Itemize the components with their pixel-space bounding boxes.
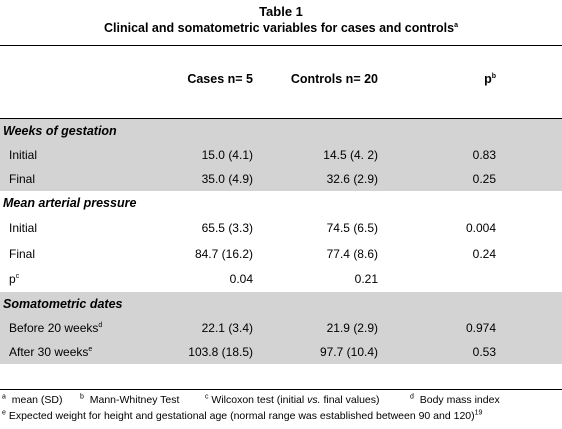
section-label: Mean arterial pressure bbox=[3, 196, 137, 210]
footnote-c: c Wilcoxon test (initial vs. final value… bbox=[205, 393, 380, 407]
table-row: Initial 65.5 (3.3) 74.5 (6.5) 0.004 bbox=[9, 221, 496, 235]
section-weeks-of-gestation: Weeks of gestation bbox=[0, 119, 562, 143]
footnote-e: e Expected weight for height and gestati… bbox=[2, 409, 483, 423]
table-title: Table 1 bbox=[259, 4, 303, 19]
header-rule bbox=[0, 118, 562, 119]
top-rule bbox=[0, 45, 562, 46]
subtitle-footnote-mark: a bbox=[454, 21, 459, 29]
table-row: Before 20 weeksd 22.1 (3.4) 21.9 (2.9) 0… bbox=[0, 316, 562, 340]
bottom-rule bbox=[0, 389, 562, 390]
section-mean-arterial-pressure: Mean arterial pressure bbox=[0, 191, 562, 215]
header-controls: Controls n= 20 bbox=[290, 72, 378, 86]
table-row: pc 0.04 0.21 bbox=[9, 272, 378, 286]
footnote-d: d Body mass index bbox=[410, 393, 500, 407]
table-row: Final 84.7 (16.2) 77.4 (8.6) 0.24 bbox=[9, 247, 496, 261]
section-label: Weeks of gestation bbox=[3, 124, 117, 138]
table-subtitle: Clinical and somatometric variables for … bbox=[103, 21, 459, 35]
section-somatometric-dates: Somatometric dates bbox=[0, 292, 562, 316]
table-row: Initial 15.0 (4.1) 14.5 (4. 2) 0.83 bbox=[0, 143, 562, 167]
header-p: pb bbox=[484, 72, 496, 86]
footnote-b: b Mann-Whitney Test bbox=[80, 393, 180, 407]
section-label: Somatometric dates bbox=[3, 297, 123, 311]
footnote-a: a mean (SD) bbox=[2, 393, 63, 407]
table-row: After 30 weekse 103.8 (18.5) 97.7 (10.4)… bbox=[0, 340, 562, 364]
table-row: Final 35.0 (4.9) 32.6 (2.9) 0.25 bbox=[0, 167, 562, 191]
header-cases: Cases n= 5 bbox=[187, 72, 253, 86]
